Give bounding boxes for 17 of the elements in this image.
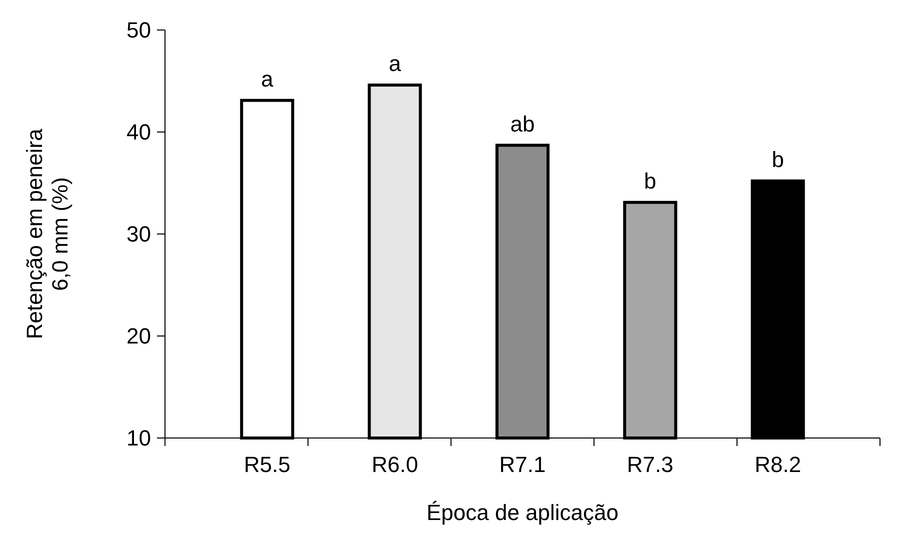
annotation: ab	[510, 111, 535, 136]
x-tick-label: R7.1	[499, 452, 546, 477]
x-tick-label: R6.0	[372, 452, 418, 477]
y-tick-label: 40	[126, 120, 151, 145]
annotation: a	[388, 51, 402, 76]
annotation: b	[772, 146, 784, 172]
y-tick-label: 50	[126, 18, 151, 43]
y-tick-label: 20	[126, 324, 151, 349]
annotation: b	[644, 168, 656, 194]
x-tick-label: R7.3	[626, 452, 674, 477]
x-axis-title: Época de aplicação	[426, 500, 619, 525]
y-tick-label: 30	[126, 222, 151, 247]
x-tick-label: R8.2	[754, 452, 802, 477]
y-axis-title: Retenção em peneira 6,0 mm (%)	[22, 128, 72, 340]
annotation: a	[261, 66, 274, 92]
x-tick-label: R5.5	[244, 452, 290, 477]
y-tick-label: 10	[126, 426, 151, 451]
